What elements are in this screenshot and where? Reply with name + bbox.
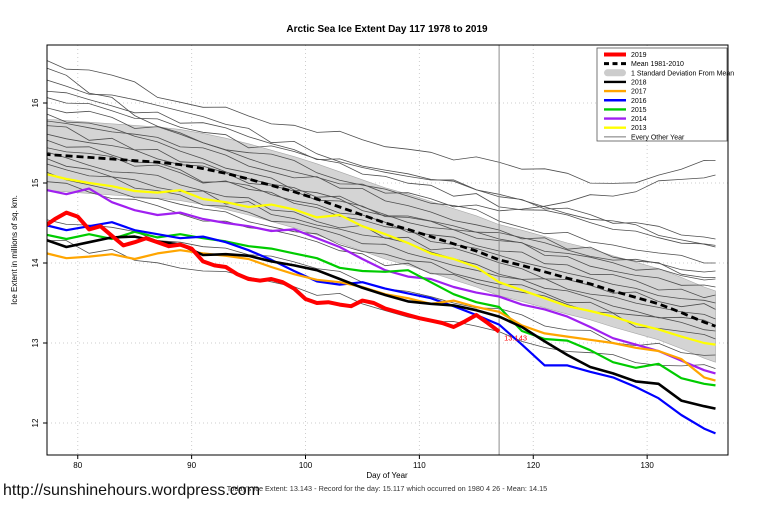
plot-layer: 13.143 <box>47 45 716 455</box>
series-2013-line <box>47 173 716 346</box>
legend-item-1-standard-deviation-from-mean: 1 Standard Deviation From Mean <box>604 69 734 77</box>
legend-label: Mean 1981-2010 <box>631 61 684 68</box>
x-tick-label: 120 <box>527 461 541 470</box>
y-tick-label: 14 <box>31 258 40 267</box>
legend-item-2016: 2016 <box>604 98 647 105</box>
other-year-line <box>47 120 716 278</box>
legend-label: 1 Standard Deviation From Mean <box>631 70 734 77</box>
other-year-line <box>47 133 716 281</box>
other-year-line <box>47 107 716 264</box>
legend-swatch-band <box>604 69 626 77</box>
other-year-line <box>47 163 716 326</box>
other-year-line <box>47 151 716 310</box>
today-extent-annotation: 13.143 <box>504 334 527 343</box>
legend-label: Every Other Year <box>631 134 685 141</box>
x-tick-label: 130 <box>640 461 654 470</box>
x-axis-title: Day of Year <box>366 471 408 480</box>
legend-item-2017: 2017 <box>604 89 647 96</box>
legend-item-every-other-year: Every Other Year <box>604 134 685 141</box>
series-2015-line <box>47 230 716 387</box>
legend-label: 2013 <box>631 125 647 132</box>
axes-layer: 80 90 100 110 120 130 12 13 14 15 16 <box>31 98 654 470</box>
legend-label: 2014 <box>631 116 647 123</box>
legend-frame <box>596 47 728 142</box>
mean-line <box>47 153 716 328</box>
legend-item-2018: 2018 <box>604 79 647 86</box>
chart-caption: Today's Ice Extent: 13.143 - Record for … <box>227 484 548 493</box>
series-2014-line <box>47 187 716 375</box>
legend-box: 2019 Mean 1981-2010 1 Standard Deviation F… <box>596 47 734 142</box>
legend-label: 2018 <box>631 79 647 86</box>
other-year-line <box>47 158 716 320</box>
legend-label: 2017 <box>631 89 647 96</box>
x-tick-label: 80 <box>73 461 82 470</box>
other-year-line <box>47 125 716 288</box>
x-tick-label: 100 <box>299 461 313 470</box>
site-url[interactable]: http://sunshinehours.wordpress.com <box>3 482 260 499</box>
other-year-line <box>47 97 716 246</box>
chart-title: Arctic Sea Ice Extent Day 117 1978 to 20… <box>286 24 488 35</box>
other-year-line <box>47 60 716 184</box>
legend-item-2013: 2013 <box>604 125 647 132</box>
other-year-line <box>47 113 716 273</box>
other-year-line <box>47 147 716 304</box>
legend-label: 2016 <box>631 98 647 105</box>
y-tick-label: 13 <box>31 338 40 347</box>
legend-item-2019: 2019 <box>604 52 647 59</box>
legend-item-2015: 2015 <box>604 107 647 114</box>
std-dev-band <box>47 118 716 363</box>
y-axis-title: Ice Extent in millions of sq. km. <box>10 195 19 305</box>
x-tick-label: 110 <box>413 461 426 470</box>
y-tick-label: 15 <box>31 178 40 187</box>
series-2019-line <box>47 210 501 334</box>
other-year-line <box>47 79 716 240</box>
legend-item-mean-1981-2010: Mean 1981-2010 <box>604 61 684 68</box>
plot-border <box>46 44 729 456</box>
series-2016-line <box>47 221 716 435</box>
x-tick-label: 90 <box>187 461 196 470</box>
y-tick-label: 16 <box>31 98 40 107</box>
legend-label: 2019 <box>631 52 647 59</box>
y-tick-label: 12 <box>31 418 40 427</box>
legend-item-2014: 2014 <box>604 116 647 123</box>
other-year-line <box>47 181 716 340</box>
legend-label: 2015 <box>631 107 647 114</box>
other-year-line <box>47 90 716 248</box>
